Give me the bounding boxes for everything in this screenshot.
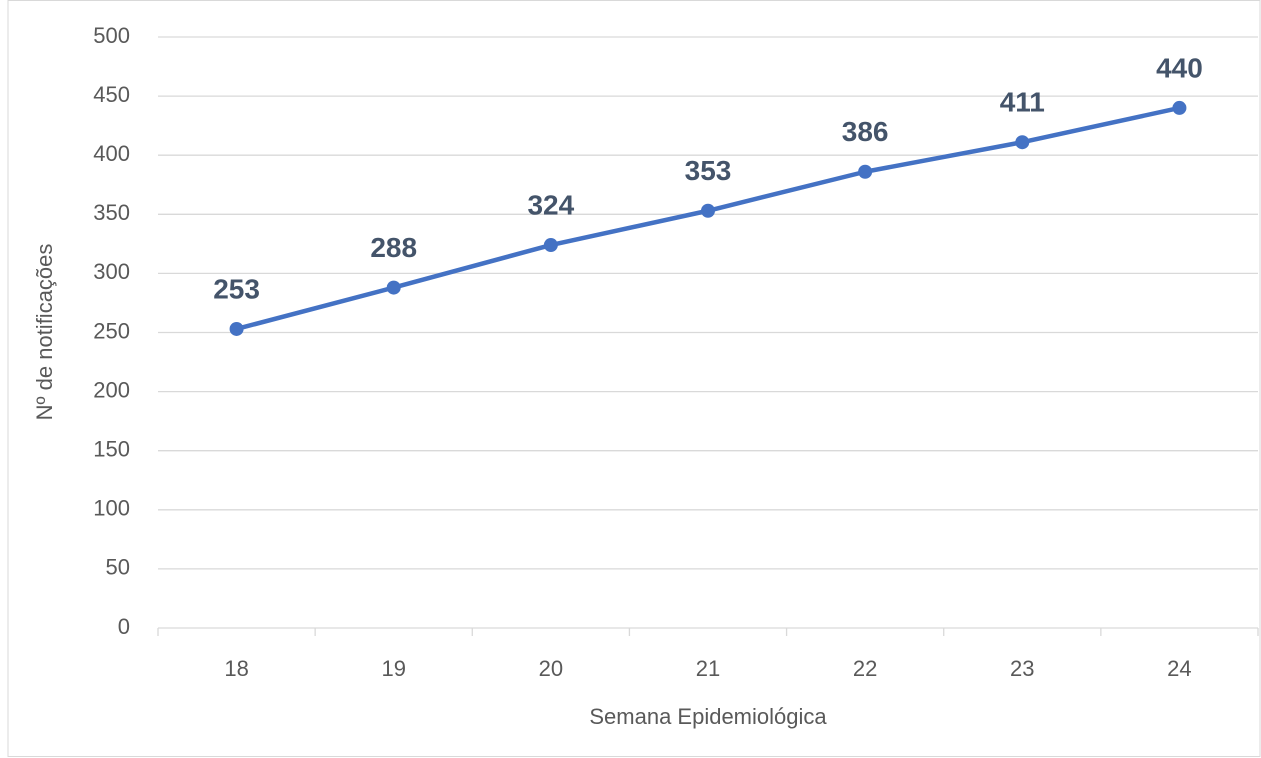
x-tick-label: 18: [224, 656, 248, 681]
marker: [858, 164, 873, 179]
y-tick-label: 250: [93, 318, 130, 343]
y-axis-title: Nº de notificações: [32, 244, 57, 421]
marker: [543, 238, 558, 253]
data-label: 353: [685, 155, 732, 186]
y-tick-label: 150: [93, 437, 130, 462]
x-tick-label: 24: [1167, 656, 1191, 681]
y-tick-label: 500: [93, 23, 130, 48]
y-tick-label: 100: [93, 496, 130, 521]
marker: [1015, 135, 1030, 150]
x-axis-title: Semana Epidemiológica: [589, 704, 827, 729]
y-tick-label: 350: [93, 200, 130, 225]
x-tick-label: 21: [696, 656, 720, 681]
x-tick-label: 23: [1010, 656, 1034, 681]
y-tick-label: 400: [93, 141, 130, 166]
data-label: 411: [1000, 87, 1045, 118]
data-label: 288: [370, 232, 417, 263]
data-label: 253: [213, 273, 260, 304]
x-tick-label: 19: [381, 656, 405, 681]
data-label: 324: [527, 189, 574, 220]
y-tick-label: 200: [93, 377, 130, 402]
y-tick-label: 0: [118, 614, 130, 639]
y-tick-label: 50: [106, 555, 130, 580]
y-tick-label: 300: [93, 259, 130, 284]
x-tick-label: 20: [539, 656, 563, 681]
x-tick-label: 22: [853, 656, 877, 681]
line: [235, 105, 1180, 332]
marker: [229, 321, 244, 336]
marker: [1172, 100, 1187, 115]
data-label: 440: [1156, 52, 1203, 83]
y-tick-label: 450: [93, 82, 130, 107]
chart-frame: [7, 0, 1261, 757]
data-label: 386: [842, 116, 889, 147]
marker: [701, 203, 715, 218]
marker: [386, 280, 401, 295]
